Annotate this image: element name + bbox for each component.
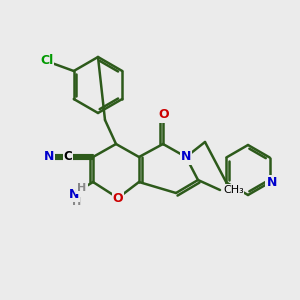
Text: N: N — [181, 151, 191, 164]
Text: N: N — [44, 151, 54, 164]
Text: H: H — [77, 183, 87, 193]
Text: H: H — [72, 197, 82, 207]
Text: N: N — [69, 188, 79, 200]
Text: Cl: Cl — [40, 53, 53, 67]
Text: O: O — [113, 191, 123, 205]
Text: O: O — [159, 109, 169, 122]
Text: N: N — [266, 176, 277, 189]
Text: CH₃: CH₃ — [223, 185, 244, 195]
Text: C: C — [64, 151, 72, 164]
